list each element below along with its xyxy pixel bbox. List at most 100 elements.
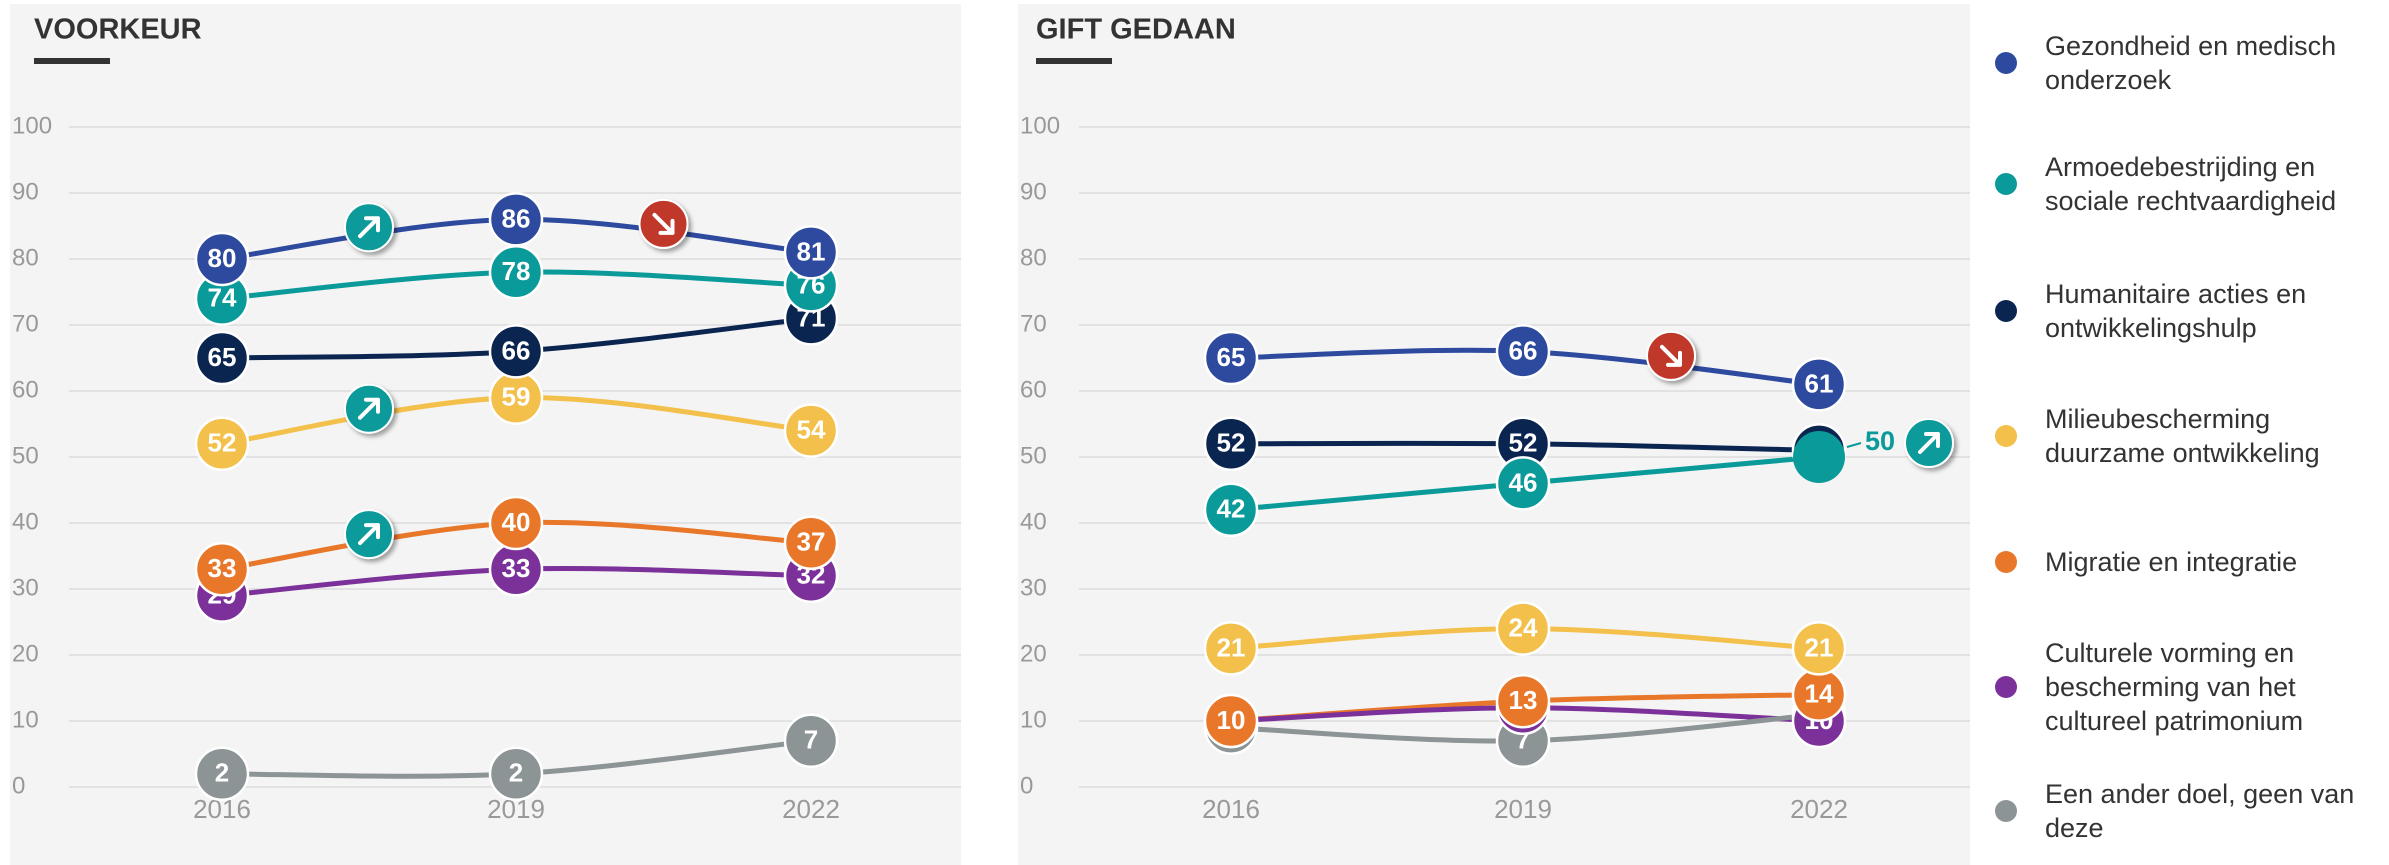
data-label: 50 (1865, 426, 1895, 456)
legend-label: Een ander doel, geen van deze (2045, 779, 2355, 843)
trend-icon (344, 509, 394, 560)
data-point (194, 330, 250, 386)
y-tick-label: 80 (12, 244, 39, 271)
trend-icon (1646, 330, 1696, 381)
data-label: 21 (1217, 632, 1246, 662)
trend-arrow (358, 523, 380, 546)
legend-swatch (1995, 551, 2017, 573)
data-label: 37 (797, 527, 826, 557)
data-point (783, 225, 839, 280)
y-tick-label: 80 (1020, 244, 1047, 271)
data-point (783, 403, 839, 458)
trend-icon (344, 202, 394, 253)
legend-label: Humanitaire acties en ontwikkelingshulp (2045, 279, 2307, 343)
chart-title: GIFT GEDAAN (1036, 14, 1236, 46)
legend-item: Migratie en integratie (1995, 545, 2385, 579)
legend-item: Milieubescherming duurzame ontwikkeling (1995, 402, 2385, 470)
data-point (1495, 456, 1551, 511)
data-point (783, 713, 839, 769)
data-label: 40 (502, 507, 531, 537)
data-label: 54 (797, 414, 826, 444)
legend-swatch (1995, 300, 2017, 322)
trend-arrow (358, 397, 380, 420)
data-label: 52 (1509, 428, 1538, 458)
y-tick-label: 70 (1020, 310, 1047, 337)
y-tick-label: 90 (1020, 178, 1047, 205)
data-point (783, 515, 839, 571)
data-point (1495, 324, 1551, 379)
y-tick-label: 50 (1020, 442, 1047, 469)
data-label: 74 (208, 282, 237, 312)
data-label: 78 (502, 256, 531, 286)
data-label: 13 (1509, 685, 1538, 715)
y-tick-label: 20 (1020, 640, 1047, 667)
y-tick-label: 40 (1020, 508, 1047, 535)
data-label: 24 (1509, 612, 1538, 642)
y-tick-label: 70 (12, 310, 39, 337)
trend-arrow (1918, 432, 1940, 454)
legend-label: Migratie en integratie (2045, 547, 2298, 577)
x-tick-label: 2022 (1790, 794, 1848, 824)
data-label: 33 (208, 553, 237, 583)
title-underline (1036, 58, 1112, 64)
legend-item: Armoedebestrijding en sociale rechtvaard… (1995, 150, 2385, 218)
data-label: 2 (215, 758, 229, 788)
y-tick-label: 90 (12, 178, 39, 205)
data-point (194, 231, 250, 287)
trend-arrow (358, 216, 380, 239)
x-tick-label: 2019 (1494, 794, 1552, 824)
legend-item: Culturele vorming en bescherming van het… (1995, 636, 2385, 738)
legend-item: Een ander doel, geen van deze (1995, 777, 2385, 845)
data-point (194, 541, 250, 597)
data-label: 61 (1805, 368, 1834, 398)
y-tick-label: 40 (12, 508, 39, 535)
y-tick-label: 20 (12, 640, 39, 667)
y-tick-label: 30 (1020, 574, 1047, 601)
data-label: 14 (1805, 678, 1834, 708)
data-label: 2 (509, 758, 523, 788)
data-label: 52 (208, 428, 237, 458)
legend-swatch (1995, 173, 2017, 195)
y-tick-label: 0 (12, 772, 25, 799)
data-point (1791, 621, 1847, 676)
y-tick-label: 10 (12, 706, 39, 733)
y-tick-label: 60 (1020, 376, 1047, 403)
x-tick-label: 2022 (782, 794, 840, 824)
legend-label: Armoedebestrijding en sociale rechtvaard… (2045, 152, 2337, 216)
data-point (1203, 621, 1259, 676)
legend-swatch (1995, 52, 2017, 74)
data-label: 65 (208, 342, 237, 372)
y-tick-label: 10 (1020, 706, 1047, 733)
data-label: 33 (502, 553, 531, 583)
trend-icon (344, 383, 394, 434)
data-point (488, 192, 544, 247)
legend-item: Humanitaire acties en ontwikkelingshulp (1995, 277, 2385, 345)
data-label: 86 (502, 203, 531, 233)
data-point (488, 495, 544, 551)
y-tick-label: 0 (1020, 772, 1033, 799)
legend-swatch (1995, 676, 2017, 698)
y-tick-label: 30 (12, 574, 39, 601)
y-tick-label: 100 (1020, 112, 1060, 139)
legend-label: Milieubescherming duurzame ontwikkeling (2045, 404, 2320, 468)
title-underline (34, 58, 110, 64)
data-point (1791, 357, 1847, 412)
data-point (194, 746, 250, 802)
leader-line (1846, 442, 1862, 448)
data-point (194, 416, 250, 472)
data-point (1495, 601, 1551, 656)
data-point (488, 746, 544, 802)
data-label: 59 (502, 381, 531, 411)
x-tick-label: 2016 (1202, 794, 1260, 824)
y-tick-label: 60 (12, 376, 39, 403)
y-tick-label: 100 (12, 112, 52, 139)
legend-swatch (1995, 800, 2017, 822)
data-label: 66 (1509, 335, 1538, 365)
data-label: 52 (1217, 428, 1246, 458)
data-point (1203, 482, 1259, 538)
legend-swatch (1995, 425, 2017, 447)
data-label: 65 (1217, 342, 1246, 372)
data-label: 80 (208, 243, 237, 273)
